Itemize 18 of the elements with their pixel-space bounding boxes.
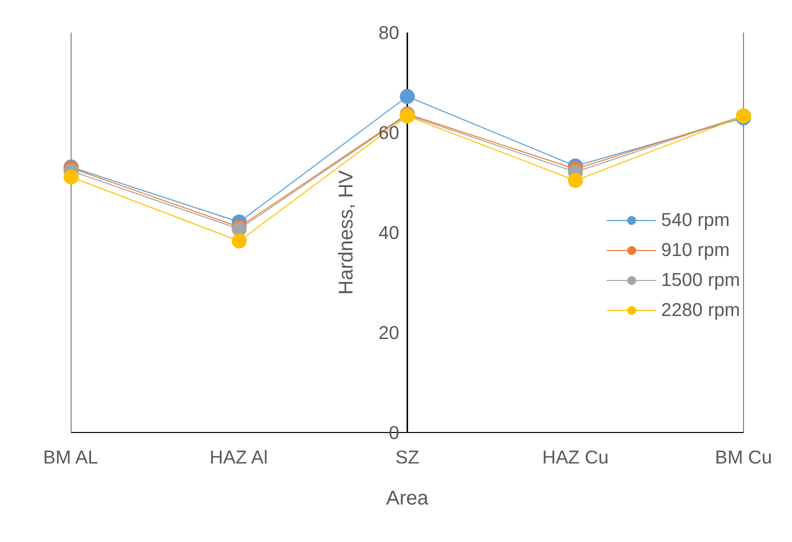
x-tick-label: BM Cu: [715, 446, 772, 468]
y-tick-label: 20: [378, 322, 400, 343]
x-tick-label: HAZ Cu: [542, 446, 609, 468]
x-tick-label: BM AL: [43, 446, 98, 468]
legend-label: 540 rpm: [661, 209, 730, 231]
point: [568, 173, 583, 188]
y-axis-title: Hardness, HV: [335, 170, 358, 295]
x-tick-label: SZ: [395, 446, 420, 468]
point: [232, 234, 247, 248]
legend-label: 2280 rpm: [661, 299, 740, 321]
y-tick-label: 80: [378, 22, 400, 43]
x-tick-label: HAZ Al: [210, 446, 268, 468]
legend-label: 1500 rpm: [661, 269, 740, 291]
legend-label: 910 rpm: [661, 239, 730, 261]
point: [400, 89, 415, 104]
point: [64, 170, 79, 184]
y-tick-label: 40: [378, 222, 400, 243]
x-axis-title: Area: [386, 488, 430, 510]
